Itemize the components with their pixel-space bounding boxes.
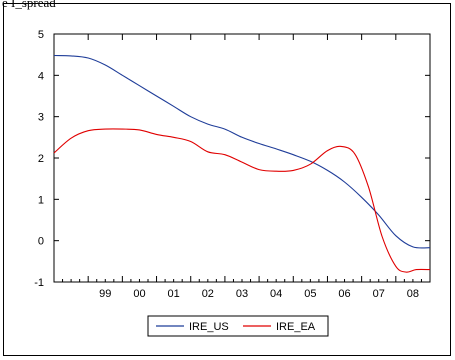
y-axis: -1 0 1 2 3 4 5 — [34, 29, 430, 289]
x-tick-label: 02 — [202, 288, 214, 300]
legend: IRE_US IRE_EA — [147, 315, 329, 337]
x-tick-label: 06 — [338, 288, 350, 300]
x-tick-label: 07 — [373, 288, 385, 300]
chart-frame — [3, 3, 451, 356]
x-tick-label: 03 — [236, 288, 248, 300]
x-tick-label: 99 — [99, 288, 111, 300]
y-tick-label: 1 — [38, 194, 44, 206]
plot-area — [53, 33, 431, 283]
y-tick-label: 0 — [38, 236, 44, 248]
y-tick-label: 5 — [38, 29, 44, 41]
x-axis: 99 00 01 02 03 04 05 06 07 08 — [53, 34, 431, 300]
y-tick-label: 4 — [38, 70, 44, 82]
x-tick-label: 08 — [407, 288, 419, 300]
y-tick-label: 3 — [38, 112, 44, 124]
x-tick-label: 04 — [270, 288, 282, 300]
legend-box — [147, 315, 329, 337]
legend-label: IRE_EA — [276, 321, 316, 333]
y-tick-label: -1 — [34, 277, 44, 289]
x-tick-label: 00 — [133, 288, 145, 300]
series-line-ire-us — [53, 54, 431, 249]
series-line-ire-ea — [53, 128, 431, 273]
top-label: e I_spread — [2, 0, 56, 10]
legend-label: IRE_US — [189, 321, 229, 333]
x-tick-label: 01 — [168, 288, 180, 300]
x-tick-label: 05 — [304, 288, 316, 300]
y-tick-label: 2 — [38, 153, 44, 165]
series-layer — [53, 54, 431, 273]
